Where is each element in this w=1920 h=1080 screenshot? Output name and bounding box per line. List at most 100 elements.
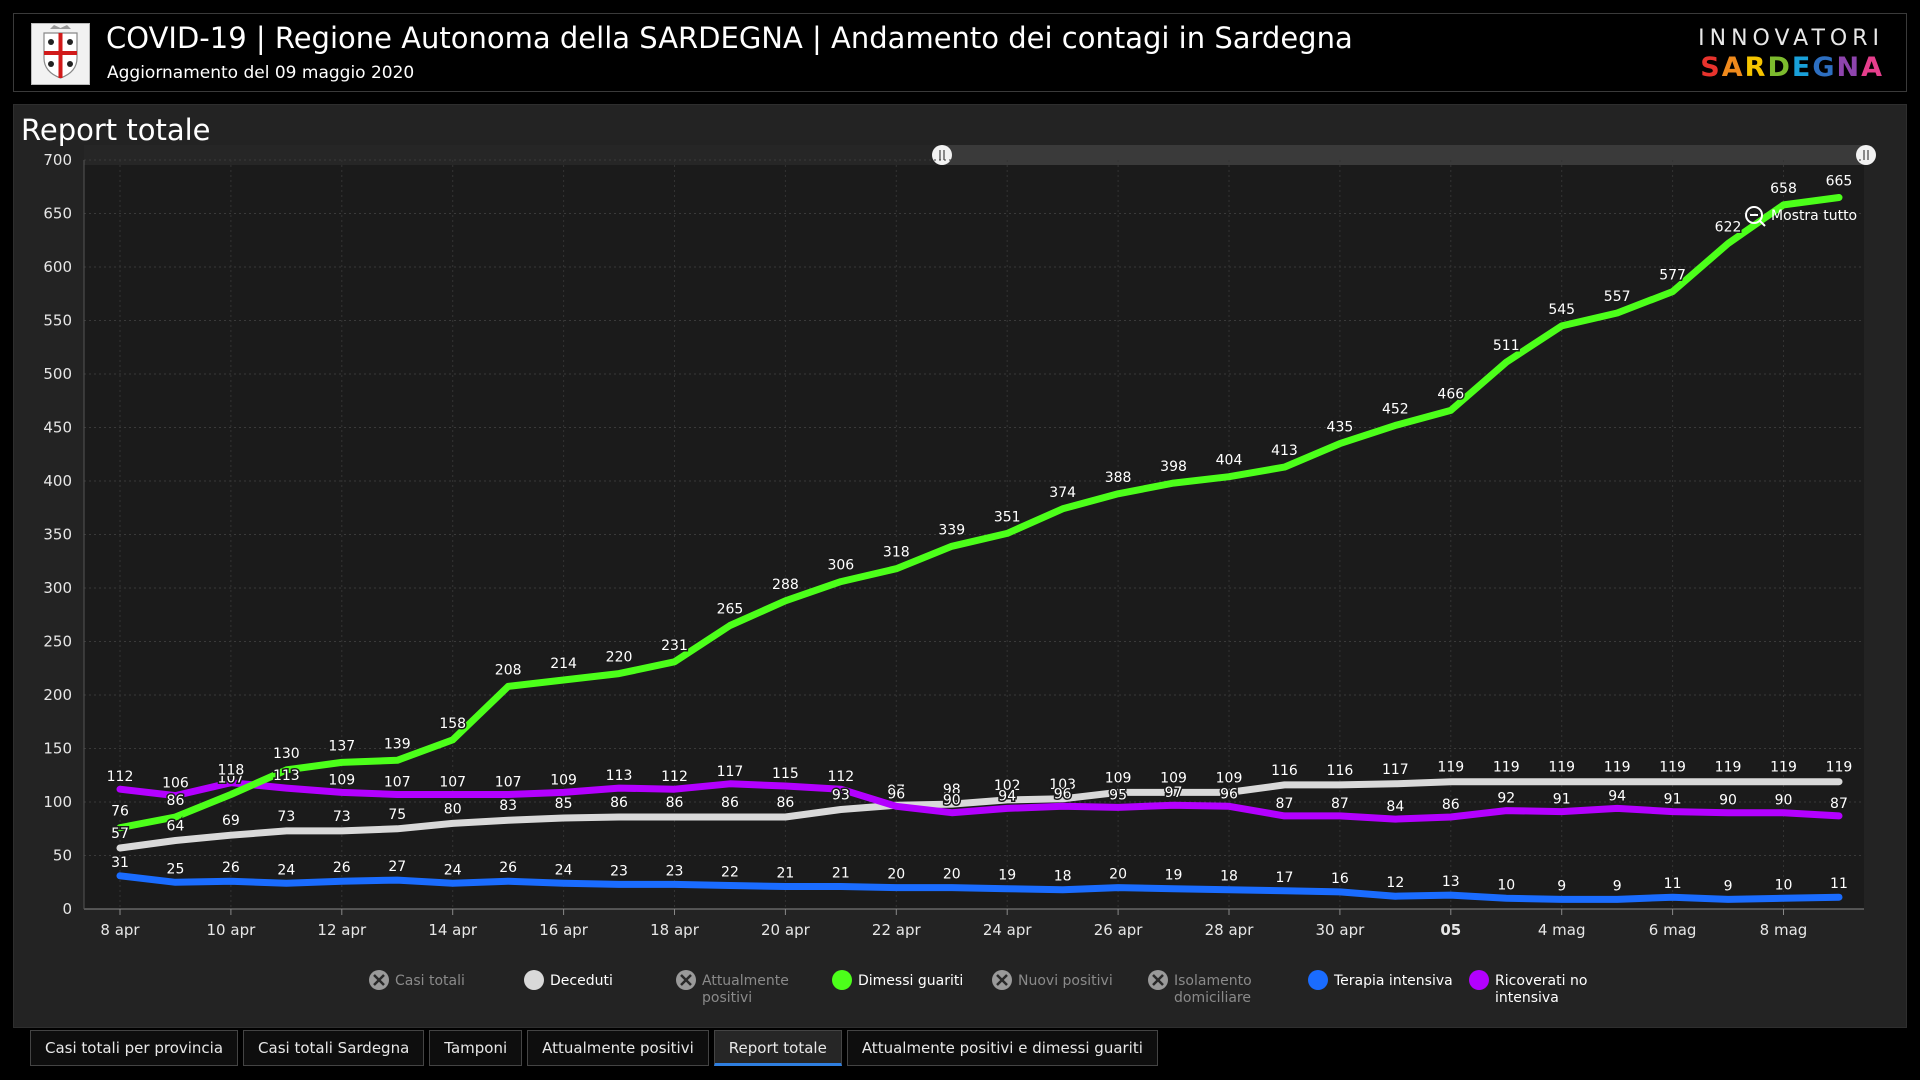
series-line-ricoverati-no-intensiva — [116, 779, 1843, 823]
data-label: 231 — [661, 638, 688, 654]
data-label: 109 — [1160, 770, 1187, 786]
legend-item-dimessi-guariti[interactable] — [832, 970, 852, 990]
tab-casi-totali-per-provincia[interactable]: Casi totali per provincia — [30, 1030, 239, 1066]
page-title: COVID-19 | Regione Autonoma della SARDEG… — [106, 21, 1353, 55]
data-label: 69 — [222, 813, 240, 829]
legend-item-ricoverati-no-intensiva[interactable] — [1469, 970, 1489, 990]
data-label: 116 — [1327, 763, 1354, 779]
data-label: 288 — [772, 577, 799, 593]
data-label: 511 — [1493, 338, 1520, 354]
data-label: 80 — [444, 801, 462, 817]
data-label: 19 — [998, 868, 1016, 884]
tab-casi-totali-sardegna[interactable]: Casi totali Sardegna — [243, 1030, 425, 1066]
x-tick-label: 8 apr — [100, 921, 140, 939]
data-label: 115 — [772, 766, 799, 782]
tab-attualmente-positivi-e-dimessi-guariti[interactable]: Attualmente positivi e dimessi guariti — [846, 1030, 1158, 1066]
data-label: 339 — [938, 522, 965, 538]
tab-tamponi[interactable]: Tamponi — [429, 1030, 523, 1066]
y-tick-label: 400 — [43, 472, 72, 490]
data-label: 90 — [1719, 793, 1737, 809]
header-bar: COVID-19 | Regione Autonoma della SARDEG… — [13, 13, 1907, 92]
x-tick-label: 24 apr — [983, 921, 1033, 939]
data-label: 466 — [1437, 386, 1464, 402]
zoom-out-icon[interactable] — [1745, 206, 1763, 224]
data-label: 90 — [1775, 793, 1793, 809]
data-label: 97 — [1165, 785, 1183, 801]
data-label: 64 — [167, 819, 185, 835]
brand-name-top: INNOVATORI — [1698, 26, 1884, 51]
data-label: 73 — [277, 809, 295, 825]
data-label: 73 — [333, 809, 351, 825]
data-label: 102 — [994, 778, 1021, 794]
data-label: 158 — [439, 716, 466, 732]
data-label: 90 — [943, 793, 961, 809]
x-tick-label: 05 — [1440, 921, 1461, 939]
zoom-scrollbar-thumb[interactable] — [942, 145, 1864, 165]
data-label: 220 — [606, 650, 633, 666]
data-label: 86 — [167, 793, 185, 809]
data-label: 86 — [776, 795, 794, 811]
data-label: 86 — [721, 795, 739, 811]
y-tick-label: 350 — [43, 526, 72, 544]
x-tick-label: 16 apr — [539, 921, 589, 939]
data-label: 119 — [1826, 760, 1853, 776]
data-label: 84 — [1386, 799, 1404, 815]
data-label: 83 — [499, 798, 517, 814]
brand-letter: A — [1861, 52, 1884, 83]
data-label: 96 — [1054, 786, 1072, 802]
brand-letter: D — [1767, 52, 1792, 83]
y-tick-label: 600 — [43, 258, 72, 276]
data-label: 76 — [111, 804, 129, 820]
legend-label: Terapia intensiva — [1333, 973, 1453, 989]
panel-title: Report totale — [21, 113, 211, 147]
tab-report-totale[interactable]: Report totale — [713, 1030, 842, 1066]
data-label: 98 — [943, 782, 961, 798]
data-label: 622 — [1715, 219, 1742, 235]
legend-item-deceduti[interactable] — [524, 970, 544, 990]
data-label: 21 — [776, 866, 794, 882]
brand-name-bottom: SARDEGNA — [1700, 52, 1884, 83]
data-label: 107 — [384, 775, 411, 791]
zoom-handle-left[interactable] — [932, 145, 952, 165]
x-tick-label: 26 apr — [1094, 921, 1144, 939]
zoom-handle-right[interactable] — [1856, 145, 1876, 165]
data-label: 91 — [1553, 792, 1571, 808]
data-label: 109 — [328, 772, 355, 788]
data-label: 20 — [943, 867, 961, 883]
data-label: 85 — [555, 796, 573, 812]
data-label: 107 — [218, 771, 245, 787]
data-label: 112 — [661, 769, 688, 785]
data-label: 398 — [1160, 459, 1187, 475]
data-label: 119 — [1548, 760, 1575, 776]
series-line-terapia-intensiva — [116, 872, 1843, 903]
brand-letter: R — [1744, 52, 1768, 83]
data-label: 17 — [1276, 870, 1294, 886]
data-label: 404 — [1216, 453, 1243, 469]
y-tick-label: 300 — [43, 579, 72, 597]
y-tick-label: 450 — [43, 419, 72, 437]
x-tick-label: 30 apr — [1316, 921, 1366, 939]
data-label: 208 — [495, 662, 522, 678]
data-label: 103 — [1049, 777, 1076, 793]
data-label: 109 — [550, 772, 577, 788]
data-label: 96 — [1220, 786, 1238, 802]
data-label: 94 — [998, 788, 1016, 804]
x-tick-label: 12 apr — [317, 921, 367, 939]
data-label: 22 — [721, 864, 739, 880]
legend-label: Deceduti — [550, 973, 613, 989]
hidden-mark-icon — [996, 974, 1008, 986]
legend-item-terapia-intensiva[interactable] — [1308, 970, 1328, 990]
data-label: 117 — [717, 764, 744, 780]
data-label: 119 — [1770, 760, 1797, 776]
legend-label: Isolamento domiciliare — [1174, 973, 1252, 1006]
data-label: 119 — [1493, 760, 1520, 776]
y-tick-label: 550 — [43, 312, 72, 330]
data-label: 18 — [1054, 869, 1072, 885]
data-label: 18 — [1220, 869, 1238, 885]
tab-attualmente-positivi[interactable]: Attualmente positivi — [527, 1030, 709, 1066]
data-label: 557 — [1604, 289, 1631, 305]
data-label: 11 — [1830, 876, 1848, 892]
data-label: 113 — [273, 768, 300, 784]
brand-letter: N — [1836, 52, 1862, 83]
y-tick-label: 250 — [43, 633, 72, 651]
